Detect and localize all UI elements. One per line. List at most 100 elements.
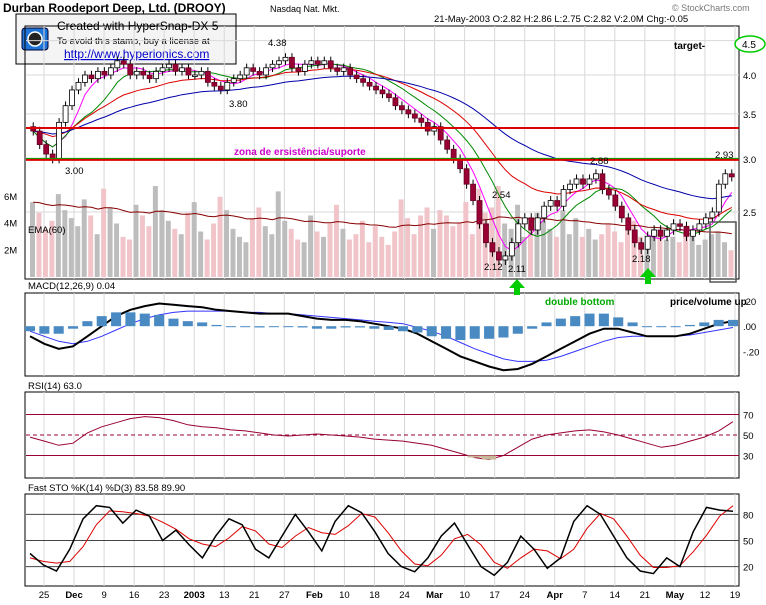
candle-body	[437, 126, 444, 141]
volume-bar	[30, 202, 35, 277]
volume-bar	[282, 220, 288, 277]
candle-body	[631, 229, 638, 244]
volume-bar	[55, 194, 61, 277]
volume-bar	[605, 223, 611, 277]
volume-bar	[398, 199, 404, 277]
moving-average-line	[33, 75, 732, 200]
macd-histogram-bar	[125, 312, 136, 327]
volume-bar	[534, 212, 540, 277]
candle-body	[728, 173, 735, 178]
volume-bar	[146, 226, 152, 277]
macd-histogram-bar	[268, 326, 279, 328]
candle-body	[722, 173, 729, 185]
volume-bar	[599, 234, 605, 277]
copyright: © StockCharts.com	[672, 3, 750, 13]
volume-bar	[657, 234, 663, 277]
volume-bar	[450, 226, 456, 277]
candle-body	[586, 178, 593, 185]
macd-histogram-bar	[182, 321, 193, 327]
candle-body	[95, 70, 101, 80]
stamp-line2: To avoid this stamp, buy a license at	[57, 36, 210, 47]
exchange-label: Nasdaq Nat. Mkt.	[270, 4, 340, 14]
stamp-link[interactable]: http://www.hyperionics.com	[64, 47, 209, 61]
price-label-218: 2.18	[632, 254, 651, 265]
volume-bar	[702, 239, 708, 277]
candle-body	[224, 81, 231, 91]
macd-histogram-bar	[283, 326, 294, 328]
volume-bar	[482, 212, 488, 277]
rsi-panel	[24, 391, 740, 479]
volume-bar	[159, 210, 165, 277]
stochastic-line	[29, 504, 734, 577]
candle-body	[489, 242, 496, 253]
volume-bar	[81, 199, 87, 277]
volume-bar	[560, 210, 566, 277]
macd-histogram-bar	[311, 326, 322, 329]
volume-bar	[269, 234, 275, 277]
stochastic-axis-label: 80	[743, 510, 754, 521]
candle-body	[657, 229, 664, 237]
candle-body	[528, 217, 535, 231]
candle-body	[664, 229, 670, 237]
price-axis-label: 3.0	[743, 155, 756, 166]
macd-histogram-bar	[154, 314, 165, 327]
candle-body	[392, 97, 399, 107]
moving-average-line	[33, 68, 733, 220]
candle-body	[82, 74, 88, 83]
volume-bar	[120, 236, 126, 277]
volume-bar	[107, 207, 113, 277]
candle-body	[444, 139, 451, 150]
volume-bar	[637, 236, 643, 277]
macd-histogram-bar	[670, 326, 681, 328]
price-candles	[30, 53, 735, 265]
volume-bar	[36, 212, 42, 277]
up-arrow-icon	[640, 268, 656, 284]
macd-histogram-bar	[598, 313, 609, 327]
candle-body	[683, 225, 690, 237]
x-tick-label: 24	[399, 590, 410, 601]
volume-bar	[127, 239, 132, 277]
volume-bar	[68, 218, 74, 277]
macd-histogram-bar	[24, 326, 36, 332]
candle-body	[366, 81, 373, 87]
macd-histogram-bar	[527, 326, 538, 329]
macd-histogram-bar	[627, 322, 638, 327]
volume-bar	[592, 239, 598, 277]
volume-bar	[249, 218, 255, 277]
price-label-288: 2.88	[590, 156, 609, 167]
volume-bar	[722, 242, 728, 277]
price-panel	[24, 25, 740, 280]
candle-body	[301, 63, 308, 72]
volume-bar	[650, 228, 656, 277]
candle-body	[237, 74, 244, 80]
candle-body	[644, 235, 651, 250]
candle-body	[295, 67, 302, 72]
candle-body	[172, 63, 179, 72]
candle-body	[373, 85, 379, 91]
candle-body	[580, 178, 586, 185]
volume-bar	[217, 196, 223, 277]
volume-bar	[288, 228, 294, 277]
candle-body	[107, 67, 114, 76]
macd-histogram-bar	[354, 326, 366, 328]
candle-body	[120, 60, 127, 65]
candle-body	[250, 67, 257, 72]
rsi-oversold-fill	[467, 455, 497, 460]
candle-body	[502, 255, 509, 261]
volume-bar	[204, 239, 210, 277]
candle-body	[496, 251, 502, 261]
x-tick-label: 23	[159, 590, 170, 601]
macd-histogram-bar	[211, 324, 222, 327]
candle-body	[289, 56, 295, 69]
x-tick-label: 2003	[184, 590, 205, 601]
candle-body	[36, 130, 43, 146]
rsi-axis-label: 50	[743, 431, 754, 442]
candle-body	[282, 56, 289, 62]
volume-bar	[133, 204, 139, 277]
volume-bar	[411, 234, 417, 277]
x-tick-label: 10	[339, 590, 350, 601]
volume-bar	[224, 210, 230, 277]
volume-bar	[431, 228, 436, 277]
candle-body	[133, 70, 140, 76]
price-axis-label: 3.5	[743, 110, 756, 121]
